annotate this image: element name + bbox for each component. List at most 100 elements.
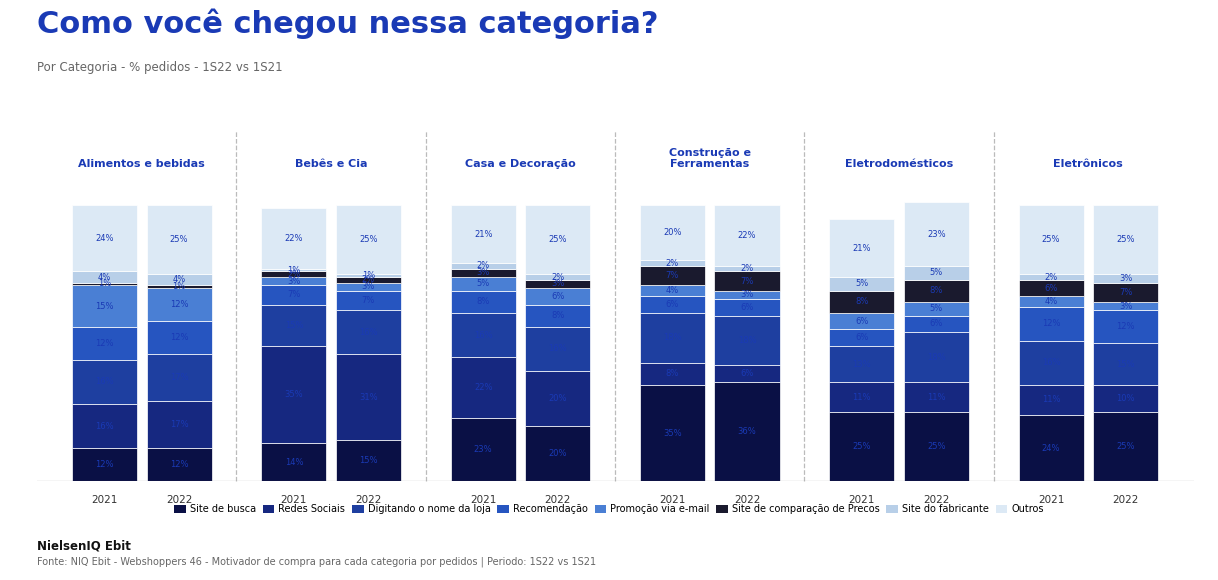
Text: 2%: 2% [1045,273,1057,281]
Bar [525,371,591,426]
Text: 11%: 11% [927,393,945,402]
Text: 4%: 4% [666,287,680,295]
Bar [829,346,894,382]
Text: 6%: 6% [551,292,564,301]
Text: 2022: 2022 [923,495,950,505]
Text: 25%: 25% [1117,235,1135,244]
Bar [1018,296,1084,307]
Text: 2%: 2% [476,262,490,270]
Bar [72,271,138,282]
Bar [1093,385,1158,412]
Bar [72,404,138,448]
Text: Casa e Decoração: Casa e Decoração [465,160,576,169]
Text: 6%: 6% [855,317,868,326]
Text: 16%: 16% [95,378,113,386]
Bar [1018,280,1084,296]
Bar [829,313,894,329]
Text: 3%: 3% [362,282,375,291]
Bar [336,282,401,291]
Bar [639,205,705,260]
Bar [262,271,326,277]
Text: 7%: 7% [362,296,375,305]
Text: 15%: 15% [1117,360,1135,368]
Text: 4%: 4% [1045,298,1057,306]
Text: 21%: 21% [853,244,871,252]
Text: 3%: 3% [287,277,301,286]
Text: 6%: 6% [929,320,943,328]
Text: 25%: 25% [927,443,945,451]
Bar [1018,205,1084,274]
Bar [1018,340,1084,385]
Bar [829,382,894,412]
Bar [146,354,212,401]
Text: 6%: 6% [1044,284,1057,292]
Text: 1%: 1% [173,282,185,291]
Text: 16%: 16% [1041,358,1061,367]
Text: 12%: 12% [1041,320,1061,328]
Text: 5%: 5% [855,280,868,288]
Text: 2022: 2022 [1112,495,1139,505]
Bar [829,412,894,481]
Bar [146,205,212,274]
Bar [262,269,326,271]
Text: 20%: 20% [548,450,566,458]
Text: Como você chegou nessa categoria?: Como você chegou nessa categoria? [37,9,658,39]
Text: 2%: 2% [362,276,375,284]
Text: 7%: 7% [287,291,301,299]
Bar [336,205,401,274]
Bar [525,280,591,288]
Text: 18%: 18% [663,334,682,342]
Text: 12%: 12% [169,461,189,469]
Text: 2021: 2021 [1038,495,1065,505]
Bar [72,285,138,327]
Text: 2021: 2021 [849,495,875,505]
Bar [451,357,515,418]
Text: 35%: 35% [285,390,303,399]
Bar [904,382,968,412]
Text: 16%: 16% [548,345,568,353]
Text: 3%: 3% [741,291,754,299]
Bar [146,321,212,354]
Bar [525,304,591,327]
Text: 11%: 11% [853,393,871,402]
Bar [146,274,212,285]
Text: 36%: 36% [738,427,756,436]
Text: 5%: 5% [476,280,490,288]
Bar [639,266,705,285]
Text: 2022: 2022 [544,495,571,505]
Text: 8%: 8% [855,298,868,306]
Text: 16%: 16% [474,331,492,339]
Text: 12%: 12% [169,334,189,342]
Bar [1093,412,1158,481]
Text: 17%: 17% [169,420,189,429]
Bar [829,329,894,346]
Text: 25%: 25% [1117,443,1135,451]
Bar [72,282,138,285]
Text: 2%: 2% [551,273,564,281]
Bar [639,296,705,313]
Bar [146,448,212,481]
Text: NielsenIQ Ebit: NielsenIQ Ebit [37,539,130,552]
Text: 8%: 8% [551,311,564,320]
Text: Construção e
Ferramentas: Construção e Ferramentas [669,148,750,169]
Bar [715,205,780,266]
Bar [336,277,401,282]
Text: 20%: 20% [664,229,682,237]
Text: 25%: 25% [169,235,189,244]
Text: 24%: 24% [1041,444,1061,453]
Text: 14%: 14% [285,458,303,466]
Bar [525,205,591,274]
Text: 2022: 2022 [356,495,381,505]
Bar [525,274,591,280]
Text: 12%: 12% [95,339,113,348]
Text: 23%: 23% [927,230,945,239]
Text: 4%: 4% [97,273,111,281]
Text: 6%: 6% [855,334,868,342]
Bar [715,382,780,481]
Text: 7%: 7% [1119,288,1133,297]
Text: 25%: 25% [853,443,871,451]
Text: 16%: 16% [95,422,113,431]
Bar [904,202,968,266]
Text: 2%: 2% [287,270,301,279]
Text: 5%: 5% [929,304,943,313]
